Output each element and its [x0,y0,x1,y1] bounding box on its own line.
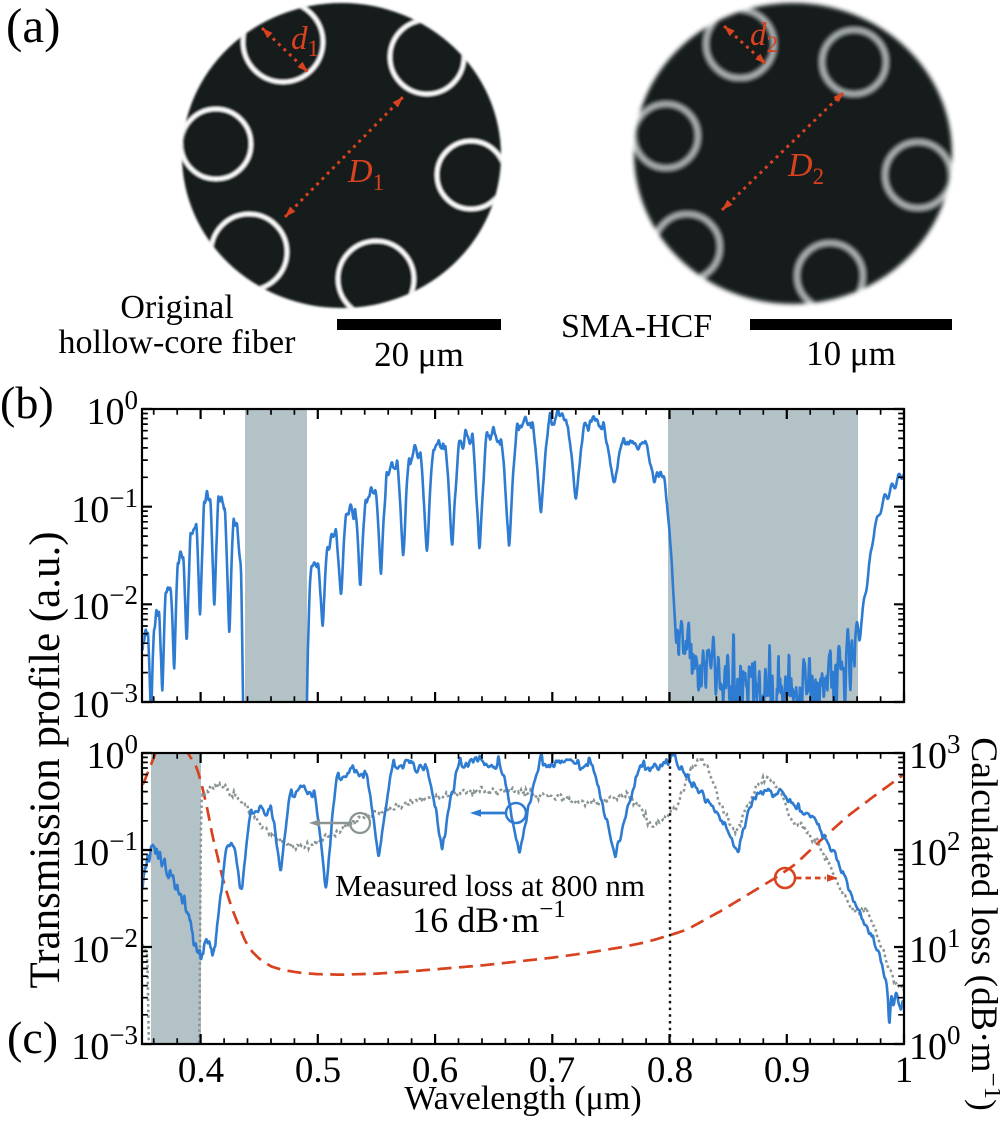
svg-text:0.7: 0.7 [529,1050,575,1091]
svg-text:(b): (b) [0,377,54,428]
svg-text:(a): (a) [6,0,60,53]
svg-text:Transmission profile (a.u.): Transmission profile (a.u.) [22,531,69,988]
svg-text:0.8: 0.8 [647,1050,693,1091]
svg-text:100: 100 [909,1020,961,1068]
svg-text:Wavelength (μm): Wavelength (μm) [404,1080,641,1117]
svg-text:Measured loss at 800 nm: Measured loss at 800 nm [335,868,645,903]
svg-text:10 μm: 10 μm [806,334,896,373]
svg-text:103: 103 [909,729,961,777]
svg-text:1: 1 [895,1050,914,1091]
svg-text:0.9: 0.9 [764,1050,810,1091]
svg-text:(c): (c) [7,1012,58,1063]
svg-text:0.6: 0.6 [412,1050,458,1091]
svg-text:Original: Original [120,289,233,326]
svg-text:10−2: 10−2 [71,580,138,628]
svg-text:10−1: 10−1 [71,826,138,874]
svg-text:20 μm: 20 μm [374,335,464,374]
svg-text:Calculated loss (dB·m−1): Calculated loss (dB·m−1) [963,737,1000,1111]
svg-text:100: 100 [87,729,139,777]
svg-text:hollow-core fiber: hollow-core fiber [59,324,297,361]
svg-text:SMA-HCF: SMA-HCF [561,308,712,345]
svg-text:10−3: 10−3 [71,1020,138,1068]
svg-text:0.4: 0.4 [178,1050,224,1091]
svg-text:0.5: 0.5 [295,1050,341,1091]
